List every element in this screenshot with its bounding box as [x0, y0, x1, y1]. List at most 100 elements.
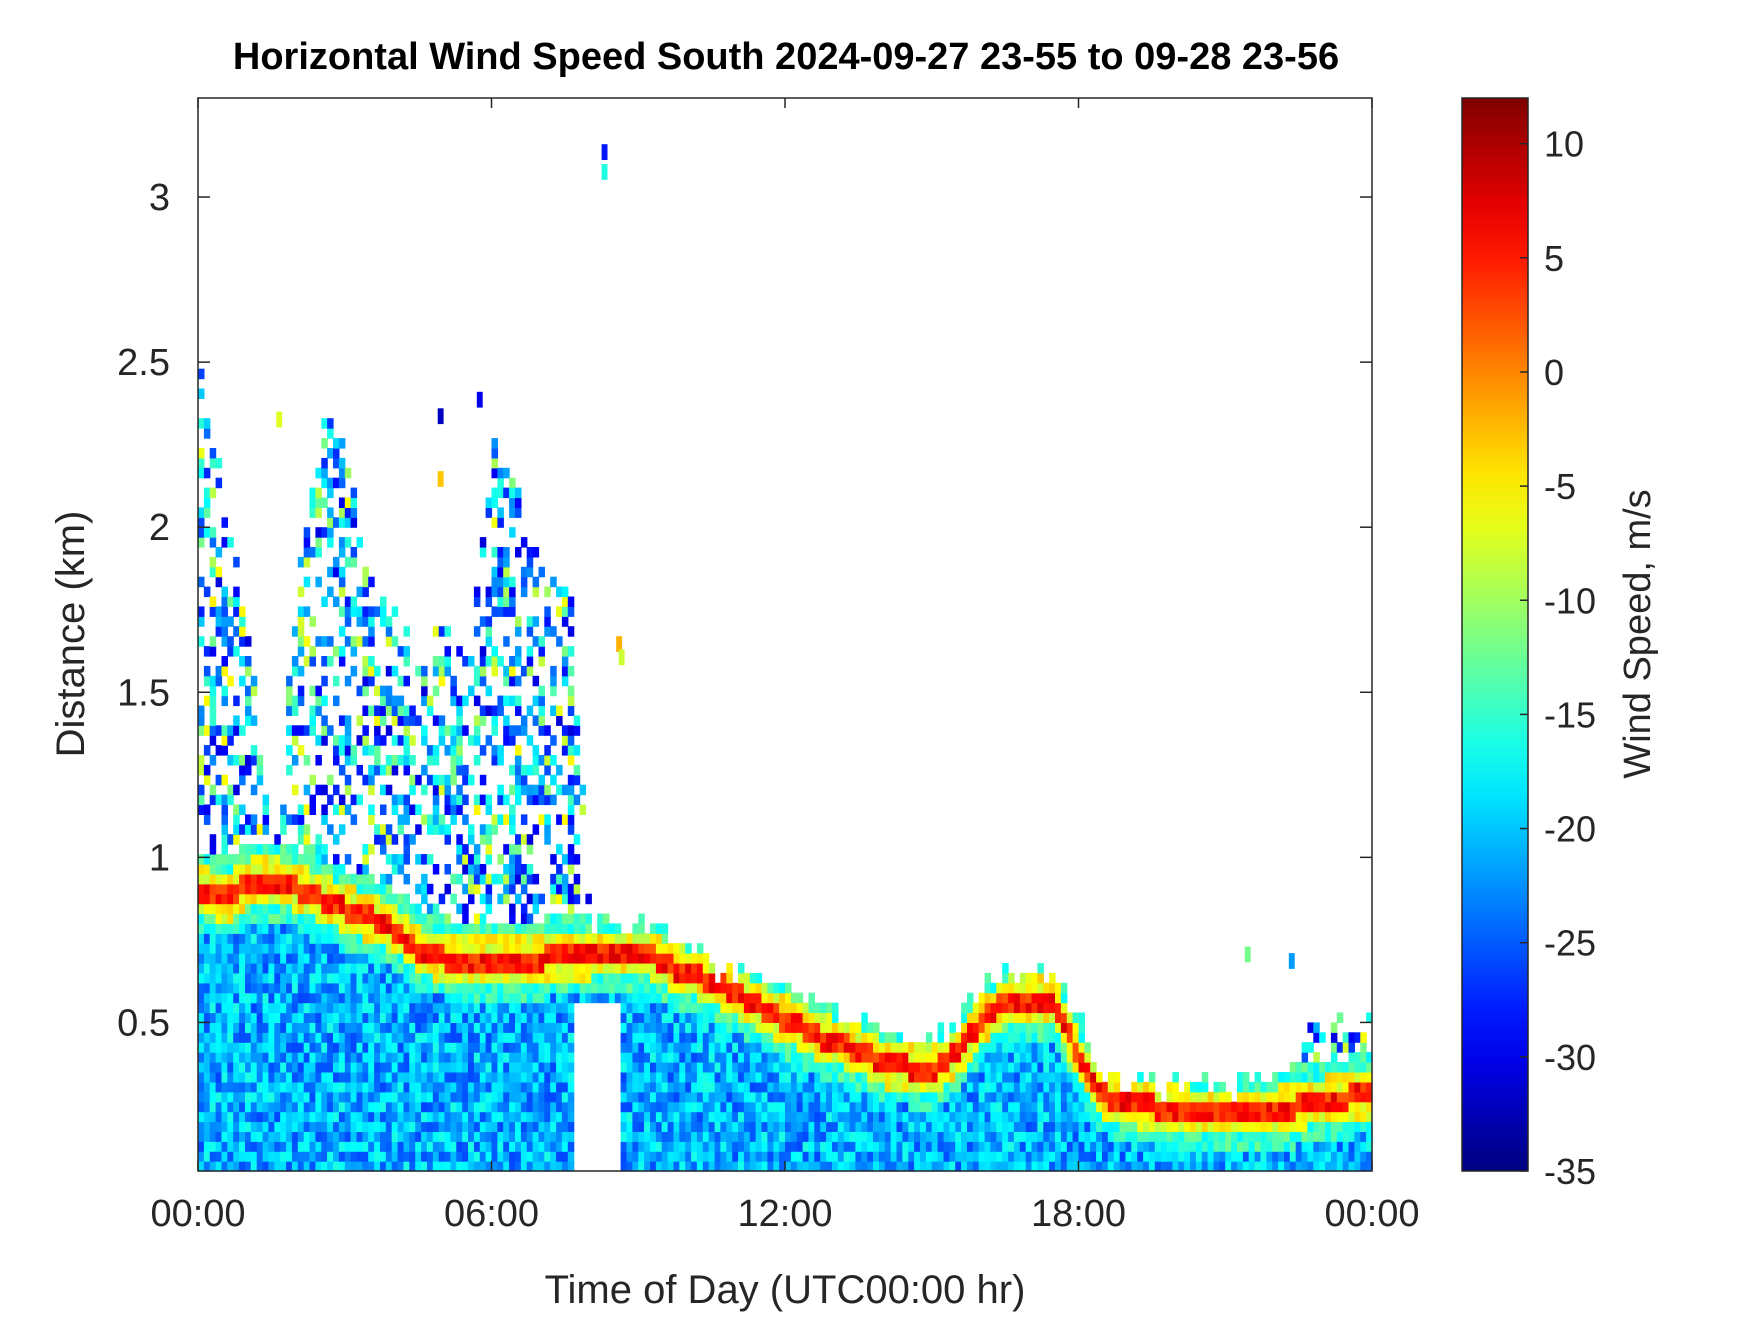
heatmap-cell: [227, 1101, 234, 1113]
heatmap-cell: [538, 1002, 545, 1014]
heatmap-cell: [456, 844, 463, 855]
heatmap-cell: [1119, 1121, 1127, 1132]
heatmap-cell: [509, 1062, 516, 1073]
heatmap-cell: [855, 1091, 862, 1103]
heatmap-cell: [280, 1022, 287, 1033]
heatmap-cell: [1231, 1151, 1238, 1162]
heatmap-cell: [761, 1111, 768, 1123]
heatmap-cell: [708, 1081, 716, 1093]
heatmap-cell: [808, 1121, 815, 1132]
heatmap-cell: [837, 1032, 845, 1043]
heatmap-cell: [585, 953, 592, 964]
heatmap-cell: [1102, 1101, 1109, 1113]
heatmap-cell: [321, 527, 328, 538]
heatmap-cell: [462, 913, 469, 924]
heatmap-cell: [955, 1141, 962, 1152]
heatmap-cell: [532, 972, 540, 984]
heatmap-cell: [468, 883, 475, 895]
heatmap-cell: [644, 943, 651, 954]
heatmap-cell: [356, 735, 363, 746]
heatmap-cell: [843, 1091, 851, 1103]
heatmap-cell: [1078, 1121, 1085, 1132]
heatmap-cell: [1325, 1101, 1332, 1113]
heatmap-cell: [432, 784, 440, 796]
heatmap-cell: [280, 1091, 287, 1103]
heatmap-cell: [503, 547, 510, 558]
heatmap-cell: [356, 1091, 363, 1103]
heatmap-cell: [843, 1131, 851, 1142]
heatmap-cell: [937, 1072, 945, 1083]
heatmap-cell: [526, 556, 534, 568]
heatmap-cell: [849, 1081, 857, 1093]
heatmap-cell: [1201, 1161, 1209, 1172]
heatmap-cell: [286, 923, 293, 934]
heatmap-cell: [274, 864, 281, 875]
heatmap-cell: [333, 1062, 340, 1073]
heatmap-cell: [861, 1161, 868, 1172]
heatmap-cell: [245, 923, 252, 934]
heatmap-cell: [638, 1091, 645, 1103]
heatmap-cell: [509, 963, 516, 974]
heatmap-cell: [421, 923, 428, 934]
heatmap-cell: [1248, 1151, 1256, 1162]
heatmap-cell: [1113, 1121, 1121, 1132]
heatmap-cell: [1043, 1141, 1050, 1152]
heatmap-cell: [432, 1002, 440, 1014]
heatmap-cell: [497, 873, 504, 885]
heatmap-cell: [321, 784, 328, 796]
heatmap-cell: [1060, 1022, 1068, 1033]
heatmap-cell: [309, 1002, 316, 1014]
heatmap-cell: [884, 1062, 892, 1073]
heatmap-cell: [473, 665, 481, 677]
heatmap-cell: [661, 923, 669, 934]
heatmap-cell: [391, 1081, 399, 1093]
heatmap-cell: [291, 705, 299, 716]
heatmap-cell: [262, 1111, 270, 1123]
heatmap-cell: [291, 923, 299, 934]
heatmap-cell: [1008, 1121, 1015, 1132]
heatmap-cell: [890, 1042, 898, 1053]
heatmap-cell: [245, 1062, 252, 1073]
heatmap-cell: [209, 675, 217, 687]
heatmap-cell: [450, 943, 457, 954]
heatmap-cell: [961, 1072, 968, 1083]
heatmap-cell: [1055, 1111, 1062, 1123]
heatmap-cell: [732, 1062, 739, 1073]
heatmap-cell: [309, 794, 316, 806]
heatmap-cell: [620, 1022, 628, 1033]
heatmap-cell: [1119, 1151, 1127, 1162]
heatmap-cell: [896, 1032, 903, 1043]
heatmap-cell: [209, 1101, 217, 1113]
heatmap-cell: [691, 1081, 698, 1093]
heatmap-cell: [1260, 1151, 1267, 1162]
heatmap-cell: [685, 963, 692, 974]
heatmap-cell: [867, 1121, 874, 1132]
heatmap-cell: [743, 982, 751, 994]
heatmap-cell: [779, 1161, 786, 1172]
heatmap-cell: [556, 992, 563, 1004]
heatmap-cell: [468, 1151, 475, 1162]
heatmap-cell: [509, 497, 516, 508]
heatmap-cell: [497, 1012, 504, 1023]
heatmap-cell: [526, 1161, 534, 1172]
heatmap-cell: [1008, 982, 1015, 994]
heatmap-cell: [1172, 1081, 1179, 1093]
heatmap-cell: [1254, 1091, 1262, 1103]
heatmap-cell: [415, 1012, 422, 1023]
heatmap-cell: [344, 1111, 352, 1123]
heatmap-cell: [479, 982, 487, 994]
heatmap-cell: [509, 507, 516, 518]
heatmap-cell: [297, 1002, 305, 1014]
heatmap-cell: [385, 1151, 393, 1162]
heatmap-cell: [720, 1012, 727, 1023]
heatmap-cell: [743, 1072, 751, 1083]
heatmap-cell: [1301, 1042, 1309, 1053]
heatmap-cell: [356, 982, 363, 994]
heatmap-cell: [632, 1032, 639, 1043]
heatmap-cell: [344, 903, 352, 915]
heatmap-cell: [702, 972, 710, 984]
heatmap-cell: [509, 784, 516, 796]
heatmap-cell: [221, 794, 228, 806]
heatmap-cell: [227, 903, 234, 915]
heatmap-cell: [432, 1101, 440, 1113]
